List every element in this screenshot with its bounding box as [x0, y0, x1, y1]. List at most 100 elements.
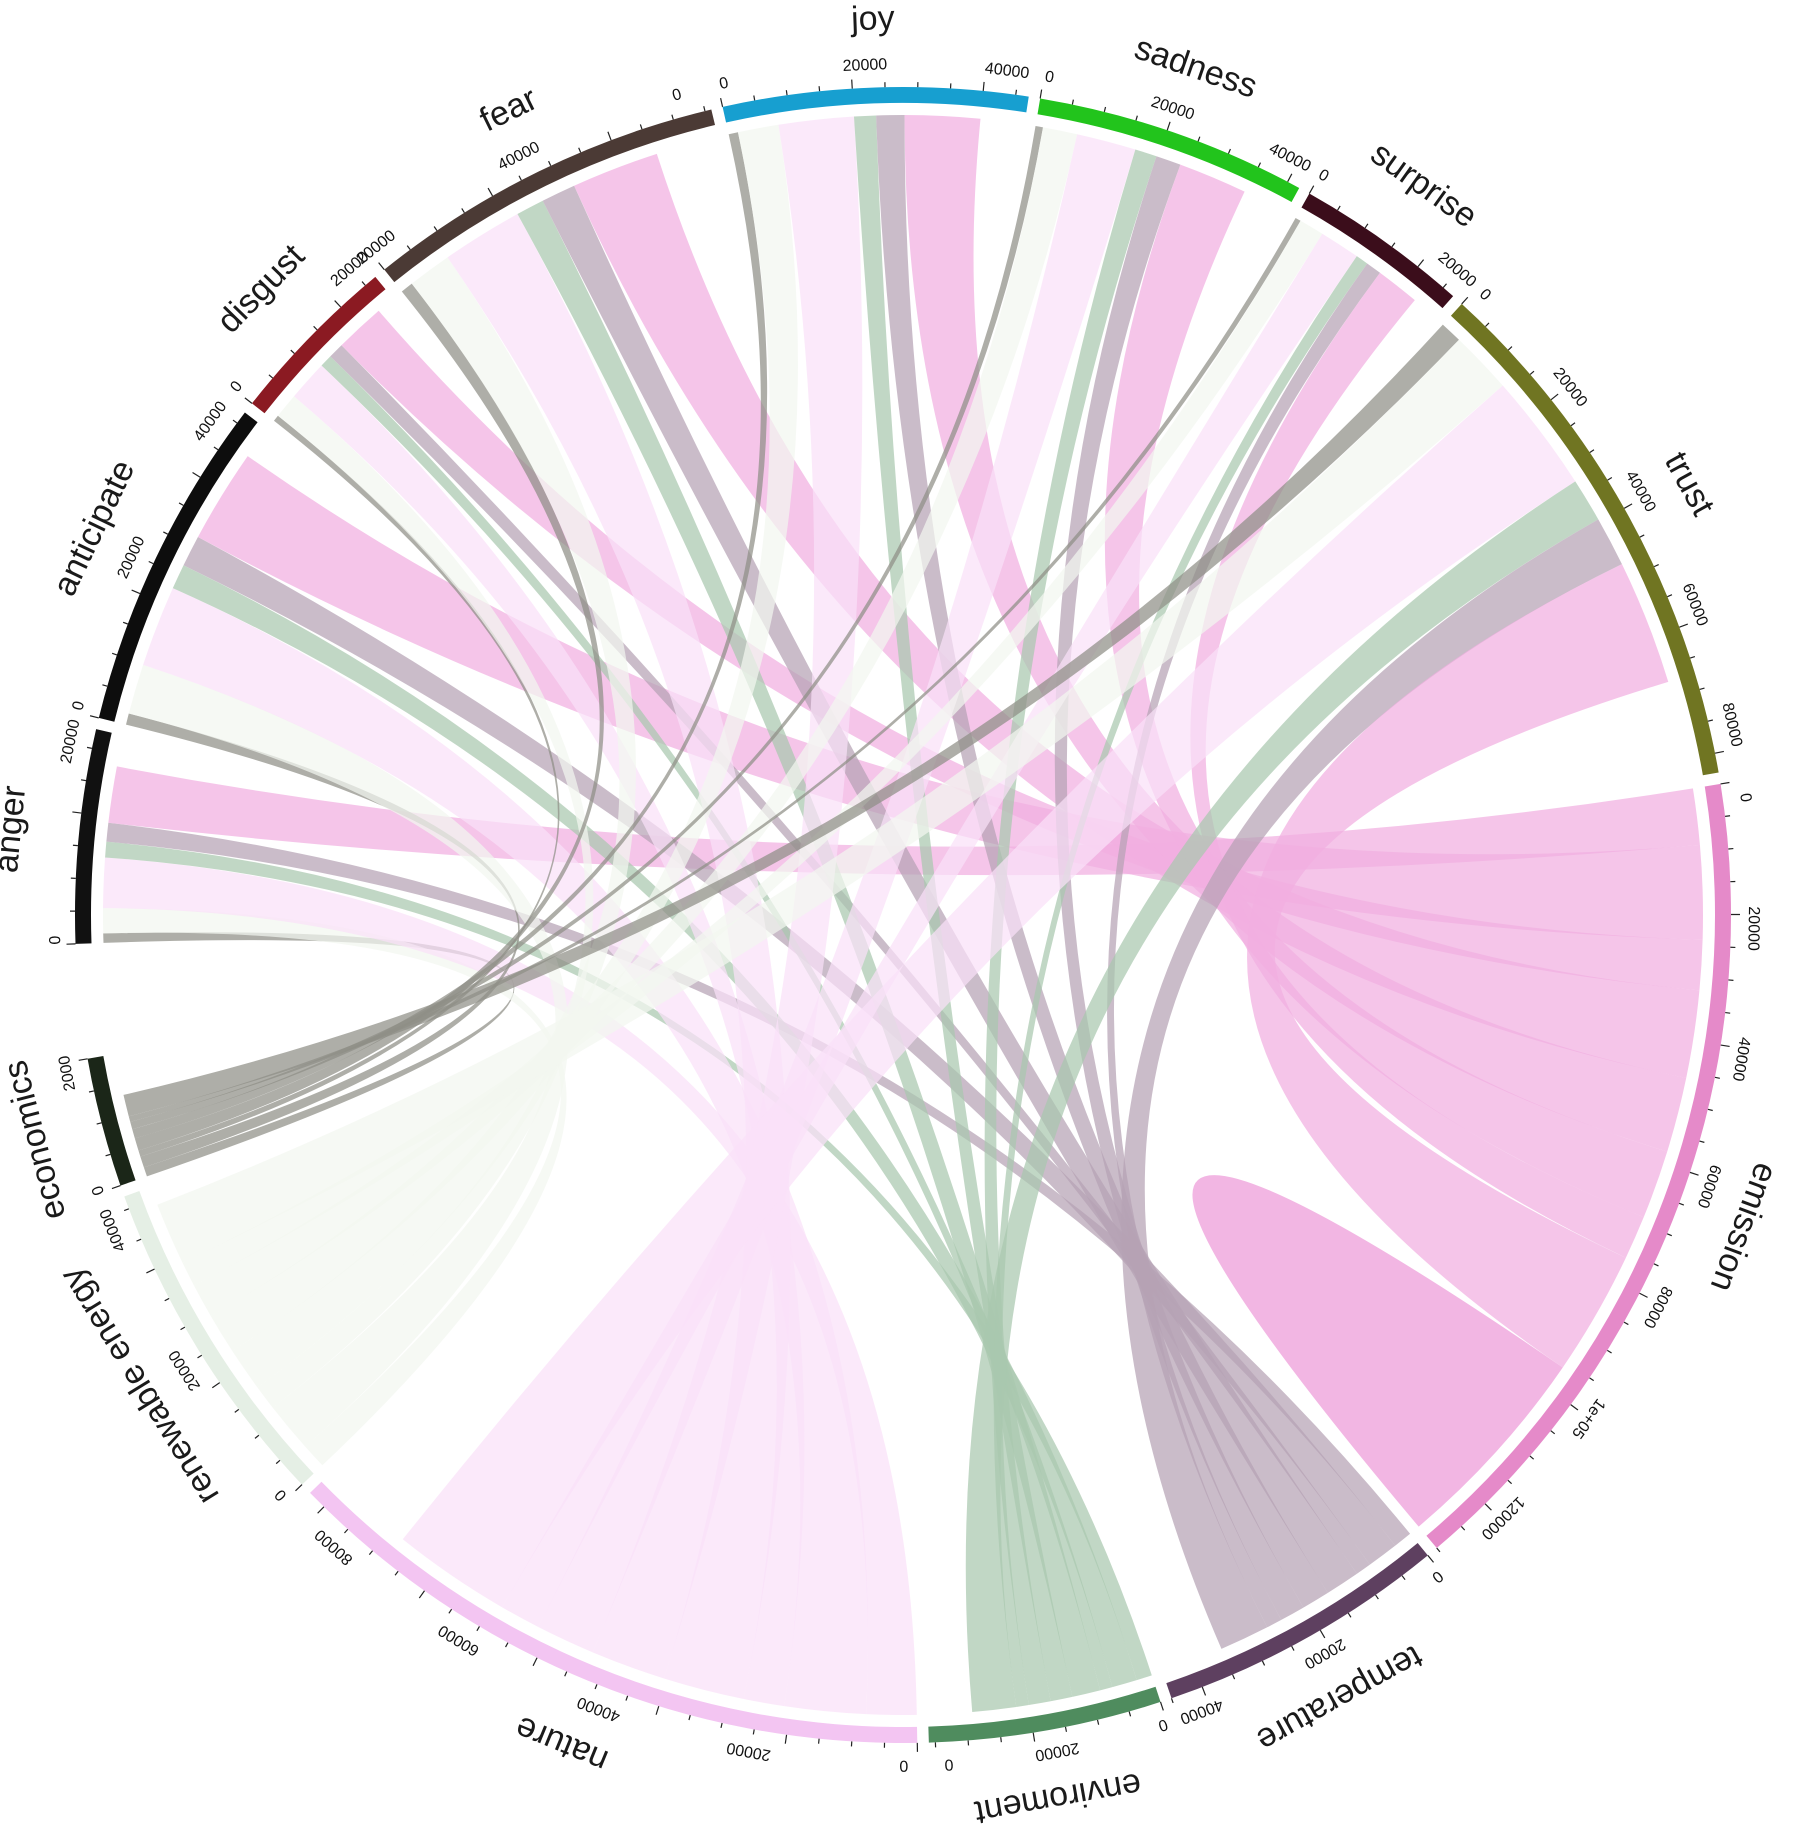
tick-label: 2000 [56, 1054, 79, 1092]
tick-mark [1261, 1660, 1266, 1666]
tick-mark [1461, 296, 1469, 305]
tick-mark [254, 1434, 260, 1439]
tick-mark [1689, 655, 1696, 659]
tick-mark [232, 419, 238, 424]
sector-label-disgust: disgust [210, 236, 313, 340]
tick-mark [1442, 283, 1447, 288]
link-trust-enviroment [965, 481, 1599, 1712]
tick-label: 20000 [725, 1739, 772, 1764]
tick-mark [1170, 1698, 1174, 1704]
tick-mark [1679, 623, 1688, 628]
tick-label: 0 [1156, 1715, 1170, 1734]
tick-mark [234, 1408, 240, 1413]
tick-mark [639, 124, 643, 130]
tick-mark [1319, 1629, 1326, 1639]
tick-mark [1639, 534, 1645, 538]
tick-label: 20000 [1034, 1739, 1081, 1764]
tick-mark [244, 397, 253, 404]
tick-mark [1689, 1171, 1699, 1176]
tick-mark [1427, 1555, 1434, 1563]
tick-label: 80000 [1640, 1283, 1676, 1330]
tick-mark [213, 446, 219, 451]
sector-band-sadness [1037, 98, 1300, 203]
tick-mark [1337, 205, 1341, 211]
tick-mark [1197, 136, 1201, 142]
tick-mark [851, 79, 853, 89]
tick-mark [1529, 370, 1535, 375]
chord-links [102, 114, 1703, 1715]
tick-label: 0 [670, 86, 683, 105]
tick-mark [703, 106, 706, 112]
tick-mark [344, 1528, 349, 1534]
tick-mark [1291, 1645, 1295, 1651]
sector-label-nature: nature [510, 1709, 614, 1781]
link-anger-renewable-energy [102, 908, 567, 1466]
tick-mark [418, 1590, 425, 1599]
sector-label-joy: joy [849, 0, 895, 38]
tick-mark [197, 1354, 203, 1359]
tick-mark [361, 281, 366, 286]
tick-mark [753, 95, 756, 101]
tick-mark [448, 1608, 453, 1614]
tick-label: 80000 [1718, 701, 1745, 748]
tick-mark [1623, 1321, 1629, 1326]
link-anticipate-renewable-energy [128, 664, 569, 1447]
tick-label: 40000 [1729, 1036, 1753, 1083]
tick-mark [275, 1459, 281, 1465]
tick-mark [80, 779, 87, 782]
link-trust-renewable-energy [157, 339, 1503, 1263]
tick-mark [290, 349, 295, 354]
tick-mark [1607, 476, 1613, 481]
tick-mark [368, 1550, 374, 1555]
sector-band-anticipate [98, 412, 258, 722]
tick-label: 60000 [435, 1621, 482, 1659]
tick-mark [1653, 1263, 1659, 1267]
sector-band-anger [75, 729, 112, 944]
tick-mark [96, 1122, 102, 1125]
tick-label: 80000 [312, 1526, 357, 1568]
tick-mark [180, 1326, 186, 1331]
tick-label: 0 [272, 1486, 291, 1504]
tick-mark [476, 1626, 480, 1632]
tick-label: 0 [944, 1755, 954, 1772]
tick-label: 20000 [842, 56, 887, 75]
tick-mark [1720, 1044, 1730, 1048]
tick-mark [433, 226, 438, 231]
tick-mark [505, 1642, 509, 1648]
sector-band-enviroment [928, 1686, 1161, 1743]
tick-mark [1714, 750, 1724, 754]
tick-mark [136, 1238, 142, 1242]
tick-mark [1707, 719, 1713, 722]
link-trust-emission [1247, 564, 1669, 1368]
tick-mark [1071, 99, 1074, 105]
tick-label: 0 [718, 75, 730, 94]
tick-mark [122, 621, 129, 625]
tick-label: 20000 [1744, 906, 1762, 951]
tick-mark [334, 300, 342, 308]
tick-mark [123, 1208, 130, 1212]
tick-mark [78, 1058, 88, 1061]
tick-mark [1000, 1737, 1002, 1743]
tick-mark [1707, 1108, 1713, 1112]
tick-mark [102, 684, 108, 687]
tick-mark [1653, 563, 1659, 568]
tick-mark [1159, 1701, 1164, 1711]
tick-mark [1570, 1404, 1579, 1411]
tick-mark [378, 262, 385, 271]
tick-mark [1287, 173, 1293, 183]
tick-mark [818, 86, 821, 92]
tick-label: 0 [1315, 166, 1331, 185]
tick-mark [89, 715, 99, 719]
tick-mark [1714, 1076, 1720, 1079]
sector-label-trust: trust [1657, 446, 1722, 523]
tick-mark [982, 81, 985, 91]
tick-mark [1550, 393, 1559, 401]
tick-mark [1015, 89, 1018, 95]
tick-label: 20000 [1549, 365, 1590, 411]
tick-mark [1257, 162, 1262, 168]
chord-sectors [66, 79, 1741, 1752]
tick-mark [111, 652, 118, 656]
tick-mark [1725, 815, 1731, 817]
tick-label: 60000 [1679, 581, 1711, 629]
sector-band-disgust [251, 276, 386, 414]
